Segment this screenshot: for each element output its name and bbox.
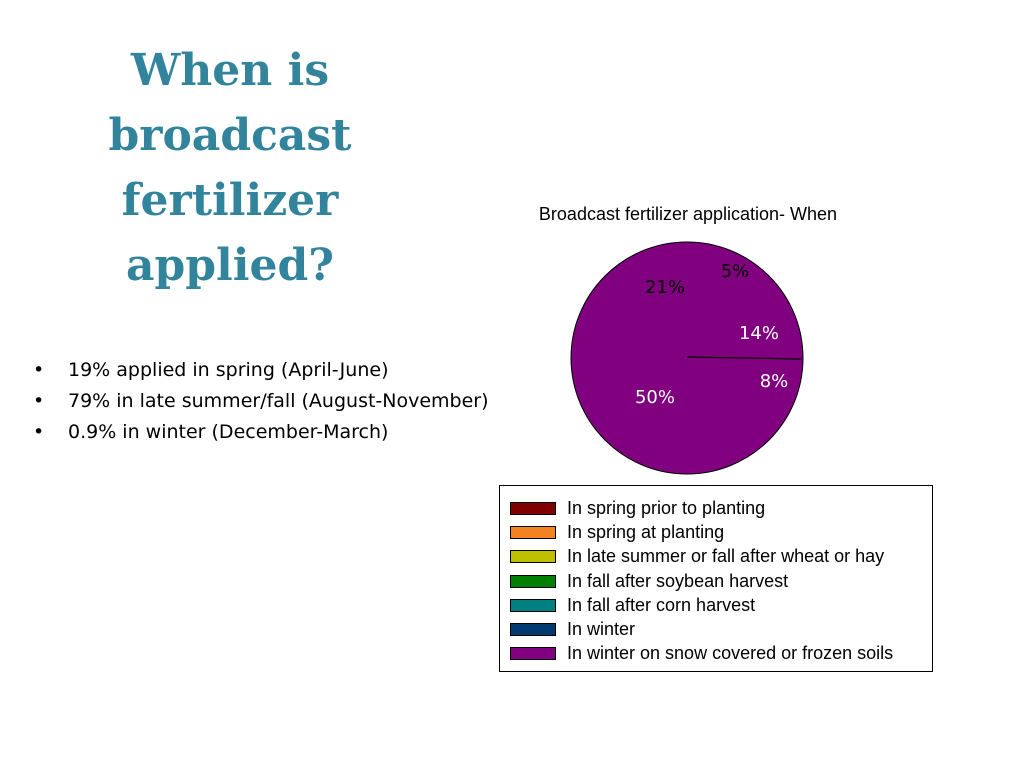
legend-swatch — [510, 647, 556, 661]
slide-title: When is broadcast fertilizer applied? — [108, 45, 352, 291]
legend-label: In spring prior to planting — [567, 497, 766, 518]
legend-swatch — [510, 501, 556, 515]
bullet-item: 19% applied in spring (April-June) — [33, 355, 489, 386]
bullet-item: 0.9% in winter (December-March) — [33, 417, 489, 448]
legend-swatch — [510, 623, 556, 637]
pie-data-label: 8% — [760, 371, 789, 392]
legend-label: In winter — [567, 619, 636, 640]
pie-data-label: 5% — [721, 261, 750, 282]
legend-item: In late summer or fall after wheat or ha… — [500, 545, 932, 569]
legend-item: In winter on snow covered or frozen soil… — [500, 642, 932, 666]
legend-label: In late summer or fall after wheat or ha… — [567, 546, 885, 567]
data-labels: 5% 21% 14% 8% 50% — [635, 261, 788, 408]
legend-swatch — [510, 550, 556, 564]
bullet-item: 79% in late summer/fall (August-November… — [33, 386, 489, 417]
pie-slice — [570, 241, 804, 475]
legend-label: In fall after soybean harvest — [567, 570, 789, 591]
legend-swatch — [510, 598, 556, 612]
pie-slices — [570, 241, 804, 475]
legend-label: In winter on snow covered or frozen soil… — [567, 643, 894, 664]
legend-item: In spring prior to planting — [500, 496, 932, 520]
chart-title: Broadcast fertilizer application- When — [539, 204, 837, 224]
legend-item: In winter — [500, 617, 932, 641]
pie-chart: Broadcast fertilizer application- When 5… — [480, 195, 900, 485]
legend-swatch — [510, 574, 556, 588]
bullet-list: 19% applied in spring (April-June) 79% i… — [33, 355, 489, 448]
pie-data-label: 14% — [739, 323, 779, 344]
legend-swatch — [510, 525, 556, 539]
pie-data-label: 50% — [635, 387, 675, 408]
pie-data-label: 21% — [645, 277, 685, 298]
chart-legend: In spring prior to planting In spring at … — [499, 485, 933, 672]
legend-item: In fall after soybean harvest — [500, 569, 932, 593]
legend-item: In fall after corn harvest — [500, 593, 932, 617]
legend-label: In spring at planting — [567, 521, 725, 542]
pie-chart-svg: Broadcast fertilizer application- When 5… — [539, 204, 837, 475]
legend-label: In fall after corn harvest — [567, 594, 756, 615]
pie-slice-divider — [686, 356, 803, 360]
legend-item: In spring at planting — [500, 520, 932, 544]
